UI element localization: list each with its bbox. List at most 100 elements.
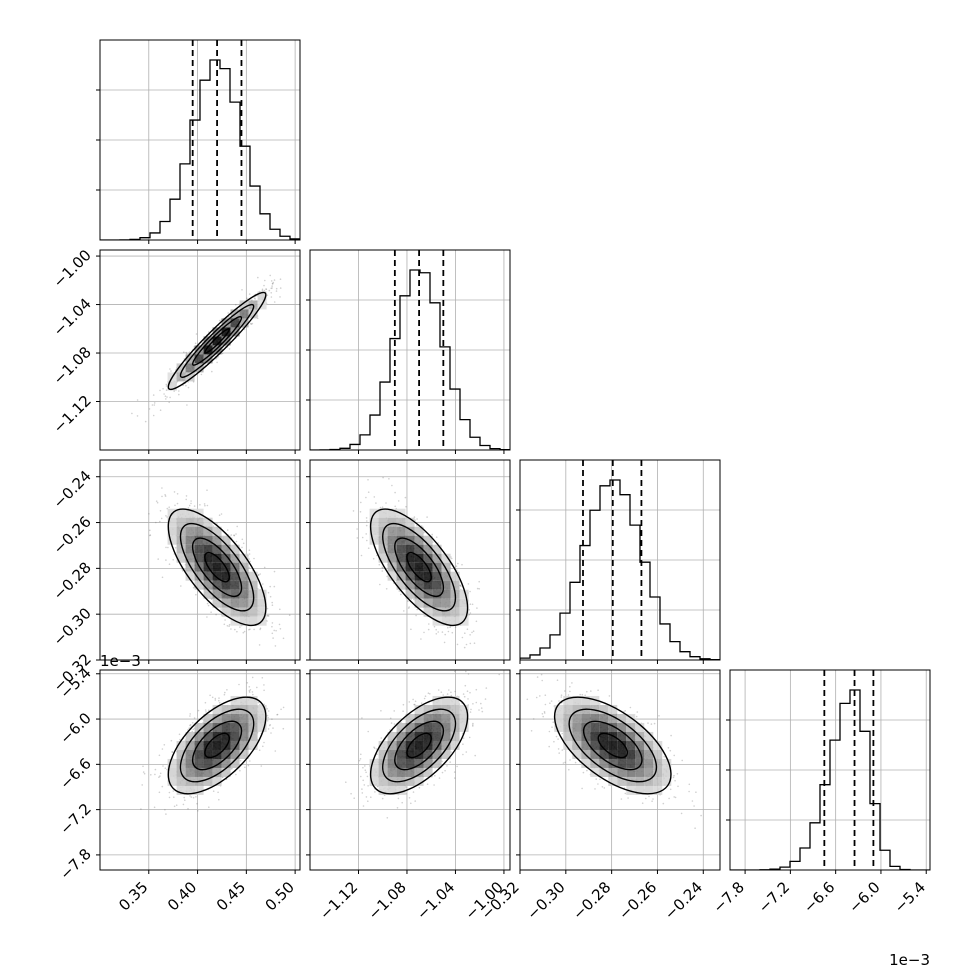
- density-cell: [194, 345, 204, 355]
- scatter-point: [168, 506, 170, 509]
- scatter-point: [361, 788, 363, 790]
- scatter-point: [462, 753, 464, 756]
- scatter-point: [393, 723, 396, 725]
- scatter-point: [167, 546, 169, 549]
- scatter-point: [366, 520, 368, 522]
- scatter-point: [193, 717, 196, 719]
- scatter-point: [156, 501, 159, 504]
- scatter-point: [403, 610, 405, 612]
- scatter-point: [263, 703, 265, 706]
- scatter-point: [446, 693, 449, 695]
- scatter-point: [190, 796, 193, 798]
- scatter-point: [362, 766, 364, 769]
- scatter-point: [248, 293, 251, 295]
- scatter-point: [449, 761, 452, 763]
- scatter-point: [413, 598, 415, 601]
- scatter-point: [249, 322, 252, 325]
- scatter-point: [215, 358, 217, 360]
- scatter-point: [150, 774, 152, 776]
- density-cell: [176, 363, 186, 373]
- scatter-point: [161, 748, 164, 750]
- density-cell: [203, 749, 213, 759]
- scatter-point: [164, 494, 166, 496]
- scatter-point: [420, 702, 423, 704]
- scatter-point: [472, 630, 475, 632]
- panel-3-0: 0.35 0.40 0.45 0.50−7.8−7.2−6.6−6.0−5.4: [56, 664, 301, 914]
- density-cell: [414, 544, 424, 554]
- density-cell: [414, 758, 424, 768]
- density-cell: [239, 713, 249, 723]
- density-cell: [230, 731, 240, 741]
- scatter-point: [164, 767, 167, 769]
- scatter-point: [248, 566, 250, 569]
- scatter-point: [378, 563, 381, 566]
- scatter-point: [203, 503, 206, 505]
- scatter-point: [185, 351, 187, 354]
- scatter-point: [366, 775, 369, 778]
- scatter-point: [471, 631, 473, 634]
- scatter-point: [178, 390, 180, 392]
- scatter-point: [168, 791, 171, 794]
- scatter-point: [163, 744, 166, 746]
- scatter-point: [475, 620, 478, 623]
- scatter-point: [381, 506, 384, 509]
- scatter-point: [249, 628, 251, 630]
- scatter-point: [362, 779, 365, 782]
- scatter-point: [400, 593, 402, 596]
- scatter-point: [480, 702, 482, 705]
- density-cell: [450, 607, 460, 617]
- scatter-point: [476, 587, 479, 590]
- scatter-point: [175, 804, 178, 806]
- density-cell: [414, 767, 424, 777]
- scatter-point: [385, 588, 388, 590]
- density-cell: [239, 695, 249, 705]
- scatter-point: [224, 619, 226, 621]
- scatter-point: [359, 758, 362, 760]
- scatter-point: [413, 703, 415, 706]
- scatter-point: [176, 493, 179, 495]
- scatter-point: [389, 717, 392, 720]
- density-cell: [221, 553, 231, 563]
- scatter-point: [170, 739, 173, 742]
- scatter-point: [228, 625, 230, 627]
- scatter-point: [170, 370, 172, 372]
- scatter-point: [250, 323, 253, 326]
- scatter-point: [161, 487, 163, 489]
- scatter-point: [271, 285, 273, 287]
- density-cell: [369, 517, 379, 527]
- density-cell: [396, 526, 406, 536]
- density-cell: [194, 749, 204, 759]
- scatter-point: [230, 534, 233, 536]
- scatter-point: [241, 289, 243, 291]
- panel-frame: [99, 249, 301, 451]
- scatter-point: [136, 399, 139, 401]
- scatter-point: [231, 767, 233, 770]
- scatter-point: [373, 496, 376, 498]
- scatter-point: [412, 698, 414, 701]
- density-cell: [185, 372, 195, 382]
- density-cell: [203, 776, 213, 786]
- density-cell: [167, 526, 177, 536]
- scatter-point: [208, 806, 210, 808]
- density-cell: [212, 758, 222, 768]
- scatter-point: [460, 585, 462, 588]
- density-cell: [387, 517, 397, 527]
- scatter-point: [360, 775, 362, 778]
- scatter-point: [164, 495, 167, 497]
- scatter-point: [273, 301, 276, 303]
- scatter-point: [412, 791, 415, 793]
- scatter-point: [268, 289, 271, 292]
- density-cell: [450, 616, 460, 626]
- scatter-point: [165, 546, 167, 549]
- density-cell: [230, 598, 240, 608]
- density-cell: [221, 535, 231, 545]
- scatter-point: [462, 737, 465, 739]
- scatter-point: [207, 604, 210, 607]
- density-cell: [239, 571, 249, 581]
- scatter-point: [153, 404, 156, 406]
- contour-2: [179, 708, 255, 783]
- scatter-point: [379, 506, 382, 509]
- scatter-point: [416, 524, 418, 527]
- scatter-point: [161, 495, 163, 498]
- density-cell: [441, 580, 451, 590]
